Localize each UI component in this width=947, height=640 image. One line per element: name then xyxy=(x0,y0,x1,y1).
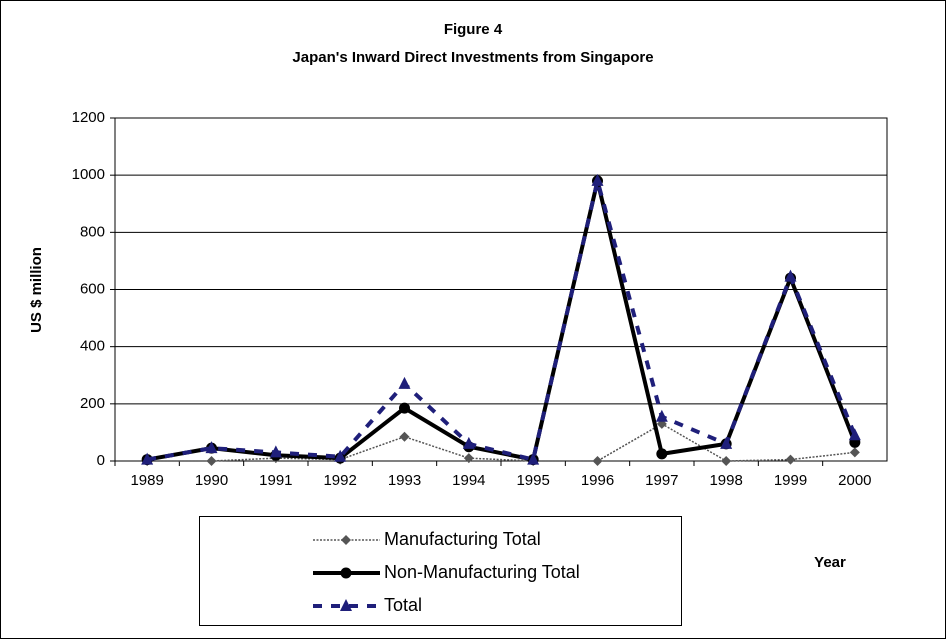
x-tick-label: 1992 xyxy=(323,472,356,489)
marker xyxy=(399,431,410,442)
marker xyxy=(141,452,154,465)
marker xyxy=(206,456,217,466)
x-tick-label: 1999 xyxy=(774,472,807,489)
y-tick-label: 400 xyxy=(80,338,105,355)
y-tick-label: 800 xyxy=(80,223,105,240)
marker xyxy=(591,173,604,186)
marker xyxy=(463,453,474,464)
marker xyxy=(462,436,475,449)
y-axis-label: US $ million xyxy=(28,247,45,333)
x-tick-label: 1993 xyxy=(388,472,421,489)
x-tick-label: 1990 xyxy=(195,472,228,489)
marker xyxy=(399,402,410,414)
legend-label: Non-Manufacturing Total xyxy=(384,562,580,582)
legend-marker xyxy=(340,567,352,579)
chart-subtitle: Japan's Inward Direct Investments from S… xyxy=(292,49,653,66)
x-tick-label: 1996 xyxy=(581,472,614,489)
marker xyxy=(720,436,733,449)
x-tick-label: 2000 xyxy=(838,472,871,489)
marker xyxy=(334,449,347,462)
chart-title: Figure 4 xyxy=(444,21,503,38)
marker xyxy=(784,269,797,282)
y-tick-label: 600 xyxy=(80,280,105,297)
x-tick-label: 1997 xyxy=(645,472,678,489)
x-tick-label: 1989 xyxy=(130,472,163,489)
legend-label: Total xyxy=(384,595,422,615)
marker xyxy=(398,376,411,389)
marker xyxy=(721,456,732,466)
y-tick-label: 1200 xyxy=(72,109,105,126)
x-tick-label: 1998 xyxy=(709,472,742,489)
marker xyxy=(527,452,540,465)
series-line xyxy=(146,178,857,462)
marker xyxy=(848,428,861,441)
legend xyxy=(199,516,682,626)
legend-marker xyxy=(340,599,352,611)
marker xyxy=(205,441,218,454)
x-tick-label: 1995 xyxy=(516,472,549,489)
series-line xyxy=(147,423,855,462)
y-tick-label: 0 xyxy=(97,452,105,469)
marker xyxy=(785,454,796,465)
x-tick-label: 1991 xyxy=(259,472,292,489)
marker xyxy=(655,409,668,422)
marker xyxy=(849,447,860,458)
x-axis-label: Year xyxy=(814,554,846,571)
marker xyxy=(592,456,603,466)
legend-label: Manufacturing Total xyxy=(384,529,541,549)
marker xyxy=(656,448,668,460)
marker xyxy=(269,445,282,458)
y-tick-label: 1000 xyxy=(72,166,105,183)
legend-marker xyxy=(341,535,351,545)
x-tick-label: 1994 xyxy=(452,472,485,489)
y-tick-label: 200 xyxy=(80,395,105,412)
